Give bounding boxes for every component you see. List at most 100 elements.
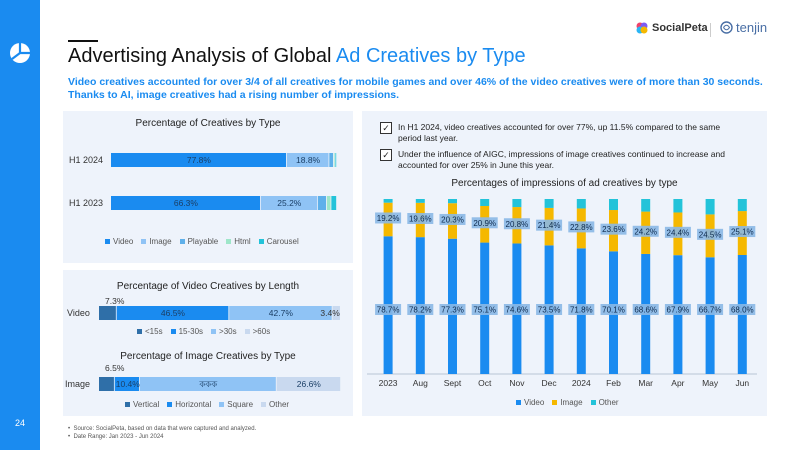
label-aug-video: 78.2% <box>409 306 432 315</box>
label-box-apr-image <box>664 226 691 238</box>
bar-aug-other <box>415 199 425 203</box>
creatives-by-type-chart: 77.8% 18.8% 66.3% 25.2% <box>111 153 337 210</box>
label-oct-image: 20.9% <box>473 219 496 228</box>
legend-label-30-60: >30s <box>219 327 237 336</box>
label-may-image: 24.5% <box>699 230 722 239</box>
legend-swatch-30-60 <box>211 329 217 334</box>
legend-label-imp-other: Other <box>598 398 619 407</box>
legend-item-horizontal: Horizontal <box>167 400 211 409</box>
bar-apr-other <box>673 199 683 213</box>
video-length-bar-15-30s <box>116 306 229 320</box>
bar-h1-2024-image <box>286 153 329 167</box>
label-nov-video: 74.6% <box>506 306 529 315</box>
brand-divider <box>710 23 711 37</box>
impressions-legend: Video Image Other <box>516 398 619 407</box>
note-2: ✓ Under the influence of AIGC, impressio… <box>380 149 738 171</box>
x-tick-aug: Aug <box>413 378 428 388</box>
label-2024-image: 22.8% <box>570 223 593 232</box>
bar-h1-2023-html <box>326 196 331 210</box>
legend-label-carousel: Carousel <box>266 237 299 246</box>
label-box-sept-image <box>439 213 466 225</box>
bar-oct-other <box>480 199 490 206</box>
label-box-nov-image <box>503 218 530 230</box>
bar-may-other <box>705 199 715 215</box>
legend-label-image: Image <box>149 237 172 246</box>
legend-swatch-square <box>219 402 225 407</box>
bar-feb-other <box>609 199 618 211</box>
note-2-text: Under the influence of AIGC, impressions… <box>398 149 725 170</box>
video-length-bar-label-15s: 7.3% <box>105 296 125 306</box>
bar-nov-other <box>512 199 522 208</box>
legend-item-vertical: Vertical <box>125 400 159 409</box>
label-box-jun-image <box>729 226 756 238</box>
label-box-aug-image <box>407 213 434 224</box>
label-box-oct-video <box>471 304 498 315</box>
page-title: Advertising Analysis of Global Ad Creati… <box>68 45 526 68</box>
video-length-bar-label-15-30s: 46.5% <box>161 308 186 318</box>
page-subtitle: Video creatives accounted for over 3/4 o… <box>68 76 763 101</box>
label-2024-video: 71.8% <box>570 306 593 315</box>
label-box-mar-video <box>632 304 659 315</box>
x-tick-may: May <box>702 378 719 388</box>
impressions-chart: 78.7% 19.2% 2023 78.2% 19.6% Aug 77.3% 20.3% Sep… <box>367 199 757 388</box>
label-box-sept-video <box>439 304 466 315</box>
bar-dec-other <box>544 199 554 208</box>
legend-swatch-playable <box>179 239 185 244</box>
x-tick-apr: Apr <box>671 378 684 388</box>
tenjin-brand-text: tenjin <box>736 20 768 35</box>
row-label-image: Image <box>65 379 91 389</box>
image-type-legend: Vertical Horizontal Square Other <box>125 400 289 409</box>
label-box-2024-image <box>568 221 595 233</box>
bar-h1-2024-carousel <box>335 153 337 167</box>
socialpeta-logo: SocialPeta <box>636 22 708 34</box>
video-length-title: Percentage of Video Creatives by Length <box>116 281 300 292</box>
bar-label-h1-2023-video: 66.3% <box>174 198 199 208</box>
x-tick-jun: Jun <box>735 378 749 388</box>
legend-swatch-vertical <box>125 402 130 407</box>
legend-swatch-image <box>141 239 147 244</box>
legend-swatch-carousel <box>258 239 264 244</box>
bar-2024-other <box>576 199 586 209</box>
label-mar-image: 24.2% <box>634 227 657 236</box>
legend-swatch-imp-other <box>590 400 596 405</box>
image-type-bar-label-other: 26.6% <box>297 379 322 389</box>
footnote-source: • Source: SocialPeta, based on data that… <box>68 426 257 432</box>
label-box-2023-video <box>375 304 402 315</box>
bar-h1-2023-playable <box>317 196 327 210</box>
bar-h1-2024-html <box>333 153 335 167</box>
label-box-mar-image <box>632 225 659 237</box>
x-tick-2023: 2023 <box>379 378 398 388</box>
legend-swatch-html <box>226 239 232 244</box>
legend-label-other: Other <box>269 400 290 409</box>
legend-swatch-other <box>261 402 267 407</box>
label-2023-video: 78.7% <box>377 306 400 315</box>
socialpeta-logo-icon <box>636 22 648 34</box>
legend-item-imp-video: Video <box>516 398 544 407</box>
legend-swatch-imp-video <box>516 400 521 405</box>
label-jun-video: 68.0% <box>731 306 754 315</box>
bar-h1-2023-carousel <box>331 196 337 210</box>
label-aug-image: 19.6% <box>409 215 432 224</box>
row-label-video: Video <box>67 308 90 318</box>
label-jun-image: 25.1% <box>731 228 754 237</box>
legend-swatch-horizontal <box>167 402 173 407</box>
label-box-may-video <box>697 304 724 315</box>
length-and-image-type-chart: 7.3% 46.5% 42.7% 3.4% 6.5% 10.4% ককক 26.6% <box>99 296 341 391</box>
tenjin-logo-icon <box>720 21 733 34</box>
legend-label-15-30: 15-30s <box>178 327 204 336</box>
sidebar: 24 <box>0 0 40 450</box>
length-and-image-type-panel: Percentage of Video Creatives by Length … <box>63 270 353 416</box>
legend-item-30-60: >30s <box>211 327 237 336</box>
impressions-panel <box>362 111 767 416</box>
legend-label-horizontal: Horizontal <box>175 400 212 409</box>
label-dec-video: 73.5% <box>538 306 561 315</box>
bar-h1-2023-image <box>260 196 317 210</box>
x-tick-oct: Oct <box>478 378 492 388</box>
label-box-dec-image <box>536 219 563 231</box>
note-1-text: In H1 2024, video creatives accounted fo… <box>398 122 721 143</box>
legend-label-imp-video: Video <box>524 398 545 407</box>
pie-chart-icon <box>10 43 30 63</box>
note-2-check-icon: ✓ <box>380 149 392 161</box>
row-label-h1-2023: H1 2023 <box>69 198 104 208</box>
page-title-highlight: Ad Creatives by Type <box>335 45 526 67</box>
